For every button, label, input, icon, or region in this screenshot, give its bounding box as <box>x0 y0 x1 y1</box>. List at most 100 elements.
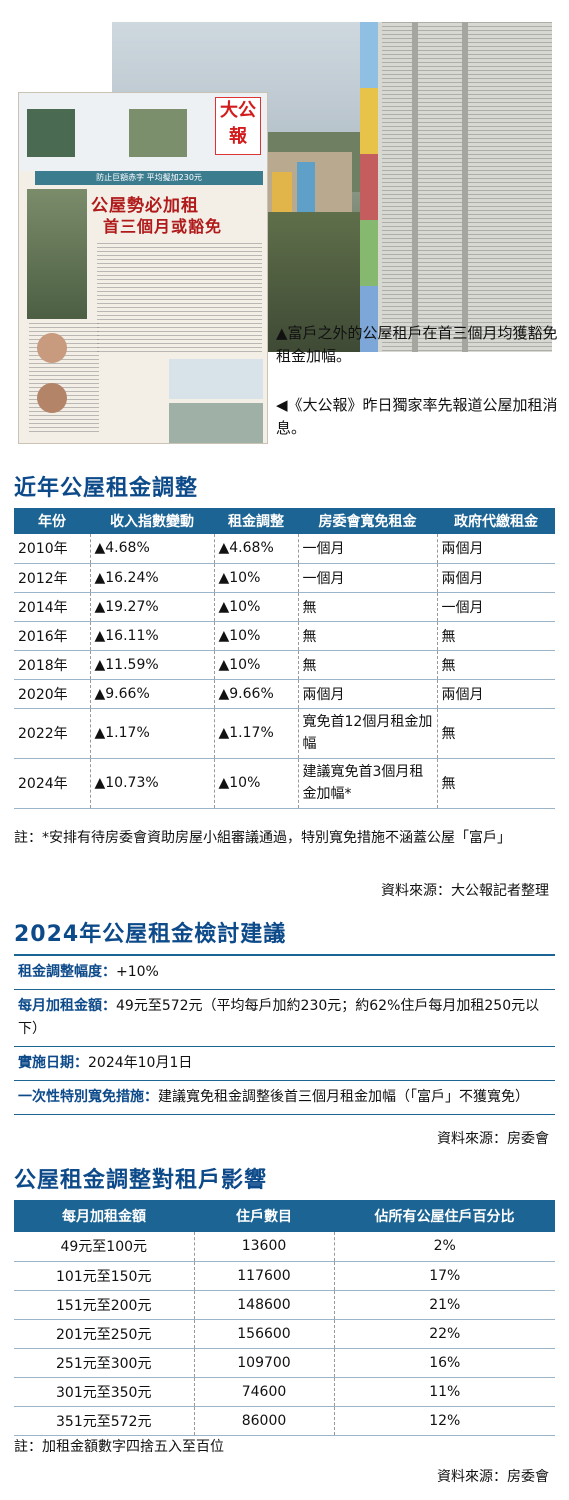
table-cell: ▲10.73% <box>89 758 214 809</box>
table-cell: 2020年 <box>14 679 90 709</box>
table-row: 2018年 ▲11.59% ▲10% 無 無 <box>14 650 555 680</box>
table-header-cell: 收入指數變動 <box>90 508 214 534</box>
table-cell: ▲9.66% <box>89 679 214 709</box>
table-cell: 2010年 <box>14 534 90 564</box>
table-cell: 22% <box>333 1319 555 1349</box>
table-cell: 148600 <box>193 1290 334 1320</box>
table-row: 2020年 ▲9.66% ▲9.66% 兩個月 兩個月 <box>14 679 555 709</box>
table-cell: 109700 <box>193 1348 334 1378</box>
proposal-label: 每月加租金額： <box>18 998 116 1014</box>
table-cell: 無 <box>297 650 437 680</box>
table-cell: 無 <box>436 650 555 680</box>
section-title-rent-adjustments: 近年公屋租金調整 <box>14 476 199 501</box>
table-cell: 11% <box>333 1377 555 1407</box>
table-cell: 301元至350元 <box>14 1377 194 1407</box>
table-cell: 2016年 <box>14 621 90 651</box>
table-cell: 建議寬免首3個月租金加幅* <box>297 758 437 809</box>
table-header-cell: 佔所有公屋住戶百分比 <box>334 1200 555 1232</box>
table-cell: 兩個月 <box>436 563 555 593</box>
source-note: 資料來源：房委會 <box>437 1131 549 1147</box>
table-cell: ▲10% <box>213 650 298 680</box>
table-header-cell: 年份 <box>14 508 90 534</box>
table-row: 49元至100元 13600 2% <box>14 1232 555 1262</box>
table-cell: 無 <box>436 708 555 759</box>
table-header-cell: 住戶數目 <box>194 1200 334 1232</box>
table-header-cell: 房委會寬免租金 <box>298 508 437 534</box>
table-cell: ▲4.68% <box>89 534 214 564</box>
photo-area: 大公報 防止巨額赤字 平均擬加230元 公屋勢必加租 首三個月或豁免 ▲富戶之外… <box>0 0 569 460</box>
table-cell: 一個月 <box>436 592 555 622</box>
table-cell: 2% <box>333 1232 555 1262</box>
proposal-value: +10% <box>116 964 159 980</box>
table-cell: 2022年 <box>14 708 90 759</box>
proposal-value: 建議寬免租金調整後首三個月租金加幅（「富戶」不獲寬免） <box>158 1089 529 1105</box>
table-cell: 一個月 <box>297 563 437 593</box>
table-cell: ▲10% <box>213 563 298 593</box>
table-cell: 201元至250元 <box>14 1319 194 1349</box>
source-note: 資料來源：房委會 <box>437 1469 549 1485</box>
table-cell: 49元至100元 <box>14 1232 194 1262</box>
table-header-cell: 每月加租金額 <box>14 1200 194 1232</box>
table-cell: 21% <box>333 1290 555 1320</box>
section-title-tenant-impact: 公屋租金調整對租戶影響 <box>14 1168 268 1193</box>
proposal-value: 2024年10月1日 <box>88 1055 193 1071</box>
photo-caption-2: ◀《大公報》昨日獨家率先報道公屋加租消息。 <box>276 396 558 437</box>
table-cell: ▲1.17% <box>213 708 298 759</box>
proposal-list: 租金調整幅度：+10% 每月加租金額：49元至572元（平均每戶加約230元；約… <box>14 954 555 1115</box>
table-cell: 寬免首12個月租金加幅 <box>297 708 437 759</box>
table-cell: ▲16.11% <box>89 621 214 651</box>
rent-adjustment-table: 年份 收入指數變動 租金調整 房委會寬免租金 政府代繳租金 2010年 ▲4.6… <box>14 508 555 809</box>
table-cell: ▲1.17% <box>89 708 214 759</box>
proposal-label: 一次性特別寬免措施： <box>18 1089 158 1105</box>
table-header-row: 每月加租金額 住戶數目 佔所有公屋住戶百分比 <box>14 1200 555 1232</box>
table-cell: ▲4.68% <box>213 534 298 564</box>
table-cell: 13600 <box>193 1232 334 1262</box>
table-cell: 兩個月 <box>297 679 437 709</box>
table-cell: 兩個月 <box>436 534 555 564</box>
tenant-impact-table: 每月加租金額 住戶數目 佔所有公屋住戶百分比 49元至100元 13600 2%… <box>14 1200 555 1436</box>
section-title-2024-review: 2024年公屋租金檢討建議 <box>14 922 287 947</box>
table-cell: 2018年 <box>14 650 90 680</box>
table-cell: 117600 <box>193 1261 334 1291</box>
newspaper-headline-1: 公屋勢必加租 <box>91 196 199 216</box>
table-cell: 無 <box>436 758 555 809</box>
table-cell: 16% <box>333 1348 555 1378</box>
table-cell: 2014年 <box>14 592 90 622</box>
table-header-cell: 租金調整 <box>214 508 298 534</box>
table-row: 2014年 ▲19.27% ▲10% 無 一個月 <box>14 592 555 622</box>
newspaper-headline-2: 首三個月或豁免 <box>103 217 223 236</box>
proposal-value: 49元至572元（平均每戶加約230元；約62%住戶每月加租250元以下） <box>18 998 540 1037</box>
table-cell: ▲11.59% <box>89 650 214 680</box>
table-cell: ▲16.24% <box>89 563 214 593</box>
table-cell: 151元至200元 <box>14 1290 194 1320</box>
table-cell: 156600 <box>193 1319 334 1349</box>
proposal-label: 租金調整幅度： <box>18 964 116 980</box>
table-cell: 無 <box>297 621 437 651</box>
proposal-row: 每月加租金額：49元至572元（平均每戶加約230元；約62%住戶每月加租250… <box>14 990 555 1047</box>
table-row: 2024年 ▲10.73% ▲10% 建議寬免首3個月租金加幅* 無 <box>14 758 555 809</box>
table-row: 351元至572元 86000 12% <box>14 1406 555 1436</box>
proposal-row: 租金調整幅度：+10% <box>14 956 555 990</box>
table-cell: ▲10% <box>213 758 298 809</box>
table-cell: 兩個月 <box>436 679 555 709</box>
table-row: 2022年 ▲1.17% ▲1.17% 寬免首12個月租金加幅 無 <box>14 708 555 759</box>
table-cell: ▲10% <box>213 621 298 651</box>
table-cell: 無 <box>436 621 555 651</box>
newspaper-strip: 防止巨額赤字 平均擬加230元 <box>35 171 263 185</box>
table-row: 151元至200元 148600 21% <box>14 1290 555 1320</box>
table-cell: ▲19.27% <box>89 592 214 622</box>
table-row: 251元至300元 109700 16% <box>14 1348 555 1378</box>
source-note: 資料來源：大公報記者整理 <box>381 883 549 899</box>
proposal-label: 實施日期： <box>18 1055 88 1071</box>
table-cell: 351元至572元 <box>14 1406 194 1436</box>
table-cell: 12% <box>333 1406 555 1436</box>
table-row: 101元至150元 117600 17% <box>14 1261 555 1291</box>
table-cell: 86000 <box>193 1406 334 1436</box>
table-cell: 74600 <box>193 1377 334 1407</box>
table-row: 2016年 ▲16.11% ▲10% 無 無 <box>14 621 555 651</box>
table-row: 301元至350元 74600 11% <box>14 1377 555 1407</box>
table-note: 註：加租金額數字四捨五入至百位 <box>14 1439 224 1455</box>
table-cell: 17% <box>333 1261 555 1291</box>
photo-caption-1: ▲富戶之外的公屋租戶在首三個月均獲豁免租金加幅。 <box>276 324 558 365</box>
proposal-row: 實施日期：2024年10月1日 <box>14 1047 555 1081</box>
